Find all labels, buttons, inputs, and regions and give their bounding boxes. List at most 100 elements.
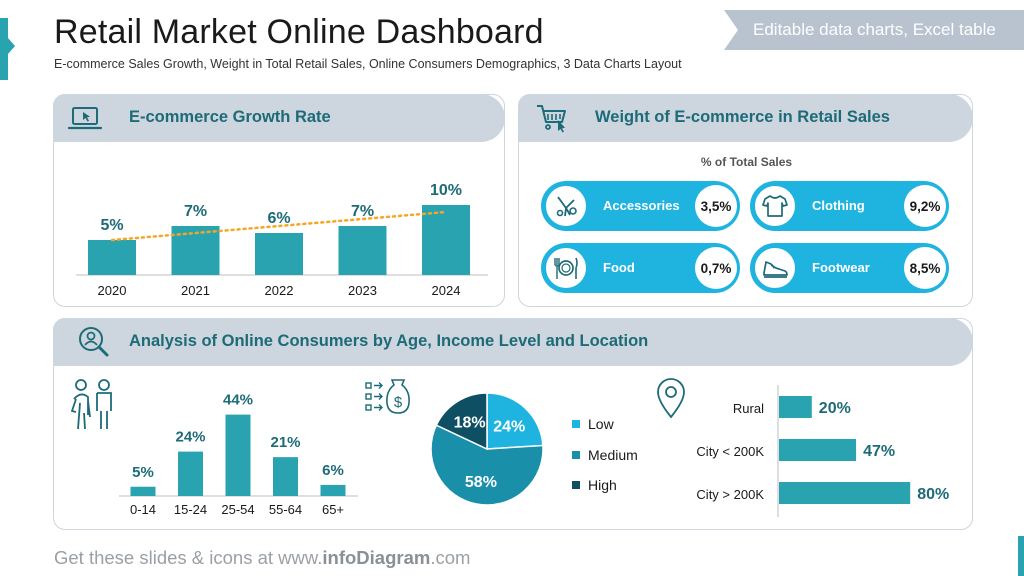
bar-value-label: 21% (270, 434, 300, 451)
weight-item-footwear: Footwear 8,5% (750, 243, 949, 293)
trend-line (110, 210, 448, 242)
weight-item-label: Food (603, 260, 635, 275)
hbar-category: City < 200K (696, 444, 764, 459)
footer-brand: infoDiagram (322, 547, 431, 568)
x-tick-label: 2021 (181, 283, 210, 298)
bar-value-label: 80% (917, 486, 949, 503)
weight-item-clothing: Clothing 9,2% (750, 181, 949, 231)
bar (178, 451, 203, 496)
legend-swatch-low (572, 420, 580, 429)
accessories-icon (544, 184, 588, 228)
left-accent-bar (0, 18, 15, 80)
x-tick-label: 25-54 (221, 502, 254, 517)
location-bar-chart: 20% 47% 80% (777, 385, 949, 517)
x-tick-label: 55-64 (269, 502, 302, 517)
pie-slice (486, 392, 544, 450)
legend-label: High (588, 477, 617, 493)
right-accent-bar (1018, 536, 1024, 576)
pie-legend-low: Low (572, 416, 614, 432)
weight-item-label: Footwear (812, 260, 870, 275)
bar (779, 482, 911, 504)
legend-label: Low (588, 416, 614, 432)
growth-bar-chart: 5% 2020 7% 2021 6% 2022 7% 2023 10% 2024 (76, 182, 488, 298)
footer-suffix: .com (430, 547, 471, 568)
legend-swatch-medium (572, 451, 580, 460)
growth-title: E-commerce Growth Rate (129, 108, 331, 126)
pie-slice (430, 424, 544, 506)
x-tick-label: 0-14 (130, 502, 156, 517)
pie-legend-high: High (572, 477, 617, 493)
x-tick-label: 2022 (265, 283, 294, 298)
shirt-icon (753, 184, 797, 228)
bar (273, 457, 298, 496)
consumers-panel-header: Analysis of Online Consumers by Age, Inc… (53, 318, 973, 366)
consumers-panel: Analysis of Online Consumers by Age, Inc… (53, 318, 973, 530)
x-tick-label: 2020 (98, 283, 127, 298)
weight-item-value: 9,2% (904, 185, 946, 227)
bar-value-label: 44% (223, 392, 253, 409)
weight-item-food: Food 0,7% (541, 243, 740, 293)
bar (779, 396, 812, 418)
pie-legend-medium: Medium (572, 447, 638, 463)
person-search-icon (79, 327, 109, 357)
bar (338, 226, 387, 275)
x-tick-label: 65+ (322, 502, 344, 517)
growth-panel-header: E-commerce Growth Rate (53, 94, 505, 142)
hbar-category: City > 200K (696, 487, 764, 502)
bar-value-label: 24% (175, 429, 205, 446)
bar-value-label: 47% (863, 443, 895, 460)
x-tick-label: 15-24 (174, 502, 207, 517)
legend-label: Medium (588, 447, 638, 463)
legend-swatch-high (572, 481, 580, 490)
hbar-category: Rural (732, 401, 764, 416)
bar (255, 233, 303, 275)
cart-click-icon (537, 105, 566, 133)
ribbon-label: Editable data charts, Excel table (753, 20, 996, 39)
bar (779, 439, 857, 461)
bar-value-label: 6% (267, 210, 290, 227)
footer-prefix: Get these slides & icons at www. (54, 547, 323, 568)
bar (225, 414, 251, 496)
bar (88, 240, 136, 275)
footer-credit: Get these slides & icons at www.infoDiag… (54, 547, 470, 569)
weight-item-value: 0,7% (695, 247, 737, 289)
consumers-title: Analysis of Online Consumers by Age, Inc… (129, 332, 649, 350)
bar-value-label: 20% (819, 400, 851, 417)
age-bar-chart: 5% 0-14 24% 15-24 44% 25-54 21% 55-64 6% 65+ (119, 392, 358, 517)
pie-slice-label: 24% (493, 418, 525, 435)
svg-text:$: $ (394, 394, 403, 411)
x-tick-label: 2024 (432, 283, 461, 298)
bar (422, 205, 470, 275)
pie-slice-label: 18% (454, 415, 486, 432)
bar-value-label: 7% (184, 203, 207, 220)
ribbon-banner: Editable data charts, Excel table (724, 10, 1024, 50)
pie-slice (435, 392, 488, 451)
income-pie-chart: 24% 58% 18% (430, 392, 544, 506)
elderly-people-icon (70, 379, 112, 430)
weight-item-value: 8,5% (904, 247, 946, 289)
weight-subtitle: % of Total Sales (700, 155, 793, 169)
plate-cutlery-icon (544, 246, 588, 290)
bar-value-label: 5% (100, 217, 123, 234)
bar-value-label: 7% (351, 203, 374, 220)
location-pin-icon (657, 378, 685, 419)
page-subtitle: E-commerce Sales Growth, Weight in Total… (54, 57, 682, 71)
weight-panel-header: Weight of E-commerce in Retail Sales (518, 94, 973, 142)
page-title: Retail Market Online Dashboard (54, 13, 544, 51)
growth-panel: E-commerce Growth Rate 5% 2020 7% 2021 6% 202… (53, 94, 505, 307)
weight-item-accessories: Accessories 3,5% (541, 181, 740, 231)
pie-slice-label: 58% (465, 474, 497, 491)
laptop-icon (67, 107, 103, 130)
weight-title: Weight of E-commerce in Retail Sales (595, 108, 890, 126)
weight-item-label: Accessories (603, 198, 680, 213)
bar (320, 484, 346, 496)
bar (130, 486, 156, 496)
x-tick-label: 2023 (348, 283, 377, 298)
bar-value-label: 5% (132, 464, 154, 481)
weight-item-value: 3,5% (695, 185, 737, 227)
weight-item-label: Clothing (812, 198, 865, 213)
sneaker-icon (753, 246, 797, 290)
income-money-icon: $ (365, 379, 410, 414)
bar-value-label: 6% (322, 462, 344, 479)
bar-value-label: 10% (430, 182, 462, 199)
